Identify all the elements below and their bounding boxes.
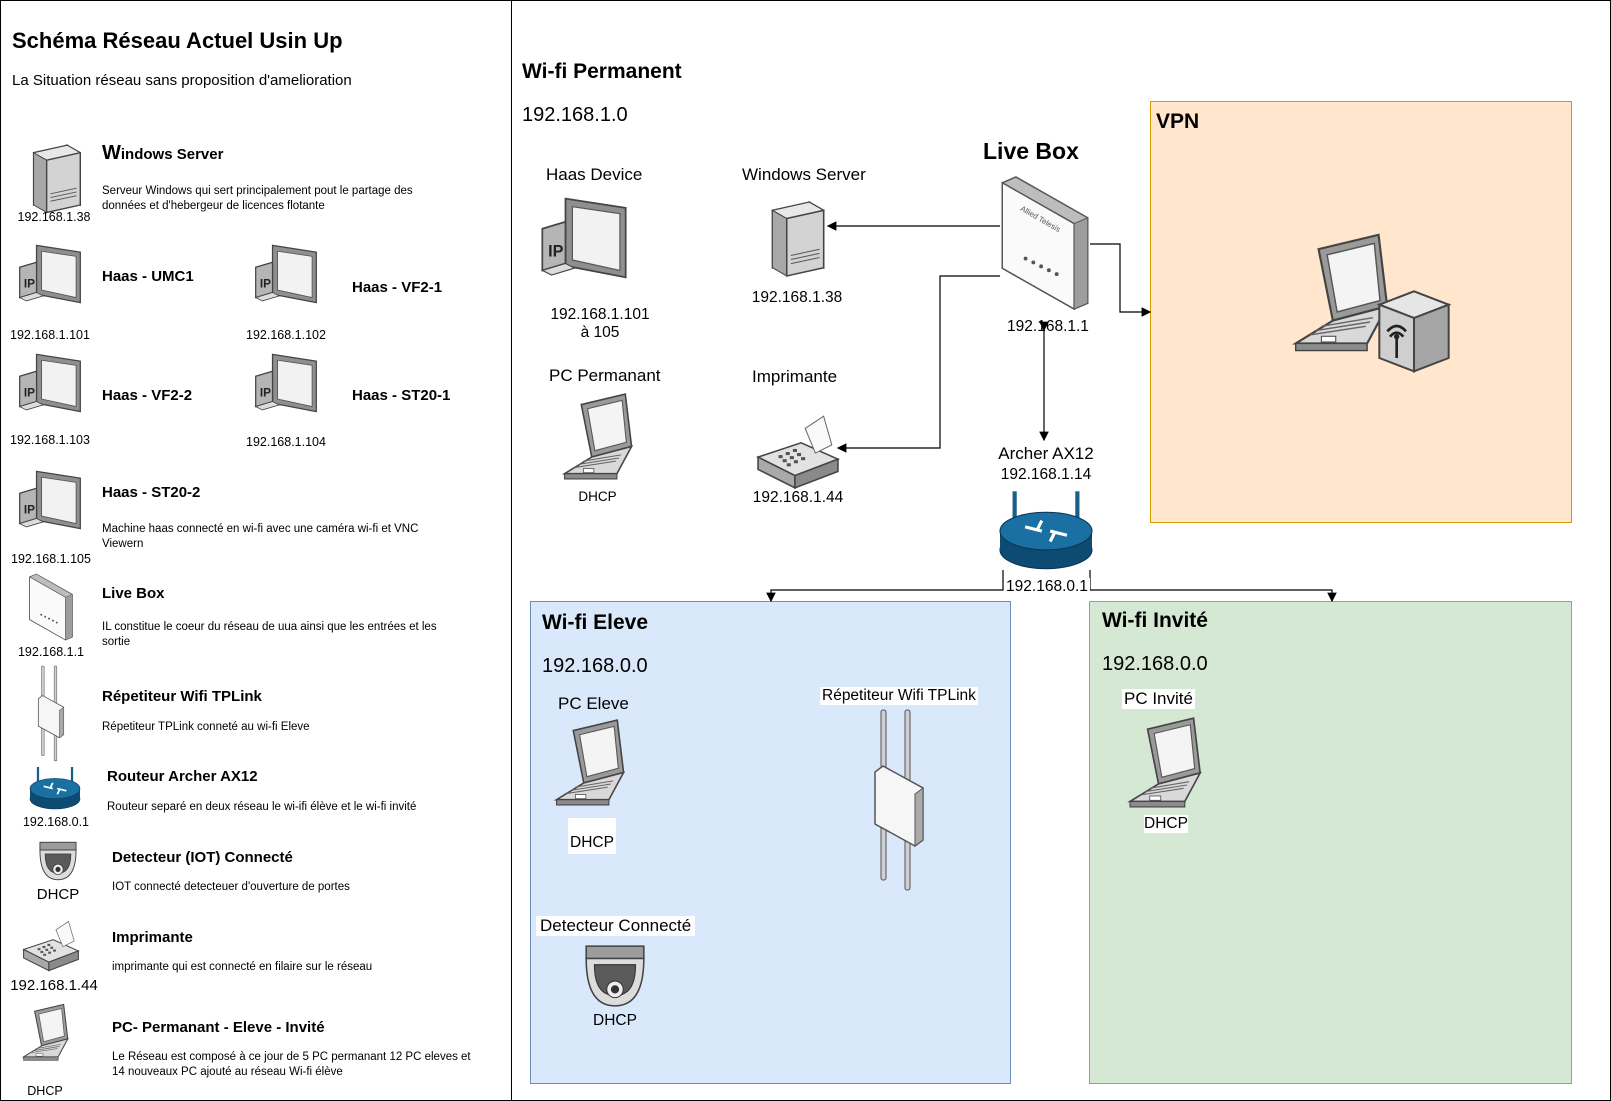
wifi-access-point-icon bbox=[1376, 290, 1452, 373]
legend-server-desc: Serveur Windows qui sert principalement … bbox=[102, 185, 413, 212]
wifi-invite-zone bbox=[1089, 601, 1572, 1084]
archer-lan-ip: 192.168.0.1 bbox=[1004, 578, 1090, 596]
wifi-eleve-title: Wi-fi Eleve bbox=[542, 611, 649, 634]
haas-device-ip: 192.168.1.101 à 105 bbox=[550, 306, 650, 341]
livebox-icon: Allied Telesis bbox=[1001, 176, 1089, 310]
wifi-permanent-network: 192.168.1.0 bbox=[522, 104, 628, 126]
legend-printer-ip: 192.168.1.44 bbox=[10, 977, 98, 994]
pc-permanent-label: PC Permanant bbox=[549, 366, 661, 385]
legend-vf22-title: Haas - VF2-2 bbox=[102, 387, 193, 404]
livebox-ip: 192.168.1.1 bbox=[1007, 318, 1089, 335]
camera-icon bbox=[585, 945, 645, 1007]
legend-vf22-ip: 192.168.1.103 bbox=[10, 433, 90, 447]
legend-router-title: Routeur Archer AX12 bbox=[107, 768, 258, 785]
wifi-eleve-network: 192.168.0.0 bbox=[542, 655, 648, 677]
legend-detector-desc: IOT connecté detecteuer d'ouverture de p… bbox=[112, 881, 350, 893]
legend-printer-desc: imprimante qui est connecté en filaire s… bbox=[112, 961, 373, 973]
legend-umc1-ip: 192.168.1.101 bbox=[10, 328, 90, 342]
haas-device-icon bbox=[541, 197, 627, 279]
legend-st202-ip: 192.168.1.105 bbox=[11, 552, 91, 566]
legend-server-title: Windows Server bbox=[102, 142, 224, 164]
legend-vf21-title: Haas - VF2-1 bbox=[352, 279, 443, 296]
legend-pc-desc: Le Réseau est composé à ce jour de 5 PC … bbox=[112, 1051, 471, 1078]
archer-label: Archer AX12 bbox=[998, 444, 1094, 463]
legend-st201-ip: 192.168.1.104 bbox=[246, 435, 326, 449]
legend-repeater-title: Répetiteur Wifi TPLink bbox=[102, 688, 262, 705]
windows-server-label: Windows Server bbox=[742, 165, 866, 184]
link-archer-eleve bbox=[766, 570, 1004, 603]
pc-invite-label: PC Invité bbox=[1122, 689, 1195, 709]
legend-server-ip: 192.168.1.38 bbox=[17, 210, 91, 224]
pc-invite-ip: DHCP bbox=[1144, 815, 1188, 833]
archer-ip: 192.168.1.14 bbox=[1000, 466, 1092, 483]
legend-livebox-ip: 192.168.1.1 bbox=[17, 645, 85, 659]
legend-st202-desc: Machine haas connecté en wi-fi avec une … bbox=[102, 523, 419, 550]
detector-ip: DHCP bbox=[593, 1012, 637, 1029]
legend-detector-ip: DHCP bbox=[36, 886, 80, 903]
page-title: Schéma Réseau Actuel Usin Up bbox=[12, 28, 343, 53]
legend-printer-title: Imprimante bbox=[112, 929, 193, 946]
haas-device-label: Haas Device bbox=[546, 165, 643, 184]
legend-umc1-title: Haas - UMC1 bbox=[102, 268, 194, 285]
legend-vf21-ip: 192.168.1.102 bbox=[246, 328, 326, 342]
laptop-icon bbox=[563, 393, 633, 480]
pc-eleve-ip: DHCP bbox=[568, 818, 616, 854]
detector-label: Detecteur Connecté bbox=[536, 916, 696, 936]
wifi-permanent-title: Wi-fi Permanent bbox=[522, 60, 682, 83]
printer-ip: 192.168.1.44 bbox=[752, 489, 844, 506]
legend-st201-title: Haas - ST20-1 bbox=[352, 387, 451, 404]
laptop-icon bbox=[555, 719, 625, 806]
laptop-icon bbox=[1129, 717, 1201, 808]
legend-repeater-desc: Répetiteur TPLink conneté au wi-fi Eleve bbox=[102, 721, 310, 733]
legend-pc-title: PC- Permanant - Eleve - Invité bbox=[112, 1019, 325, 1036]
link-livebox-vpn bbox=[1090, 243, 1152, 317]
legend-livebox-title: Live Box bbox=[102, 585, 165, 602]
vpn-title: VPN bbox=[1156, 110, 1200, 133]
legend-detector-title: Detecteur (IOT) Connecté bbox=[112, 849, 293, 866]
windows-server-ip: 192.168.1.38 bbox=[751, 289, 843, 306]
printer-label: Imprimante bbox=[752, 367, 838, 386]
pc-eleve-label: PC Eleve bbox=[558, 694, 629, 713]
legend-router-desc: Routeur separé en deux réseau le wi-ifi … bbox=[107, 801, 417, 813]
server-icon bbox=[771, 201, 825, 277]
legend-router-ip: 192.168.0.1 bbox=[22, 815, 90, 829]
wifi-invite-title: Wi-fi Invité bbox=[1102, 609, 1208, 632]
router-icon bbox=[998, 489, 1094, 571]
pc-permanent-ip: DHCP bbox=[578, 489, 617, 504]
legend-divider bbox=[511, 0, 512, 1101]
legend-st202-title: Haas - ST20-2 bbox=[102, 484, 201, 501]
livebox-label: Live Box bbox=[983, 138, 1079, 164]
repeater-label: Répetiteur Wifi TPLink bbox=[820, 687, 978, 705]
wifi-invite-network: 192.168.0.0 bbox=[1102, 653, 1208, 675]
legend-livebox-desc: IL constitue le coeur du réseau de uua a… bbox=[102, 621, 437, 648]
link-livebox-printer bbox=[836, 275, 1000, 453]
link-archer-invite bbox=[1089, 570, 1337, 603]
printer-icon bbox=[757, 415, 839, 489]
page-subtitle: La Situation réseau sans proposition d'a… bbox=[12, 72, 352, 89]
repeater-icon bbox=[874, 709, 924, 891]
legend-pc-ip: DHCP bbox=[27, 1084, 63, 1098]
